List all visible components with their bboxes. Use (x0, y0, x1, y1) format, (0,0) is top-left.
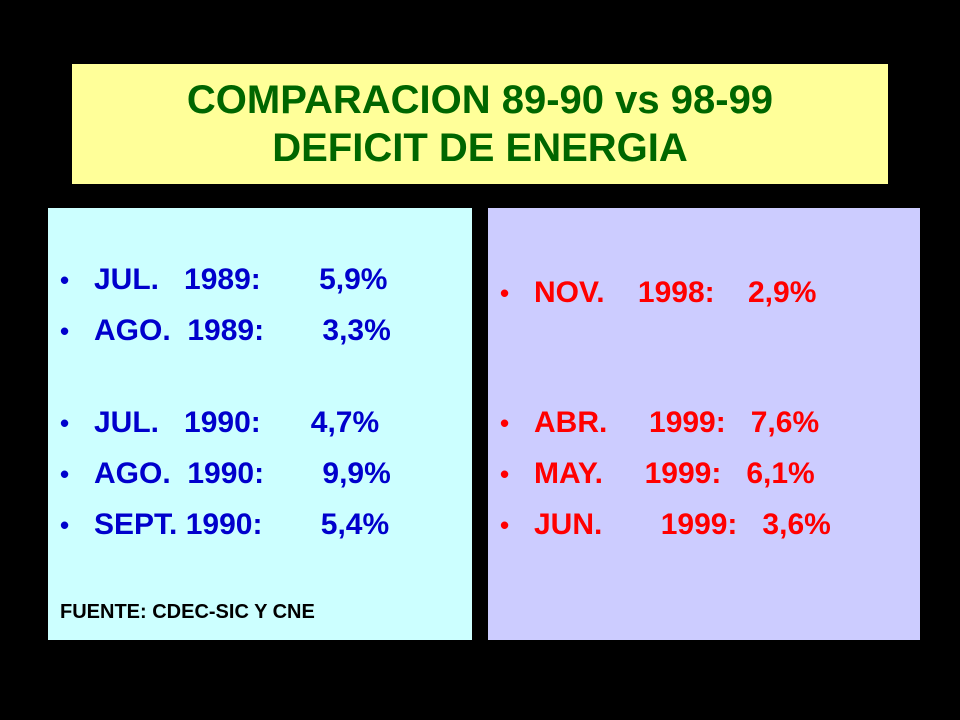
left-panel-1989-1990: • JUL. 1989: 5,9% • AGO. 1989: 3,3% • JU… (48, 208, 472, 640)
list-item: • AGO. 1989: 3,3% (60, 309, 472, 353)
list-item-text: ABR. 1999: 7,6% (534, 406, 820, 439)
list-item: • NOV. 1998: 2,9% (500, 271, 920, 315)
list-item-text: JUN. 1999: 3,6% (534, 508, 831, 541)
list-item: • JUN. 1999: 3,6% (500, 503, 920, 547)
list-item: • JUL. 1989: 5,9% (60, 258, 472, 302)
list-item-text: AGO. 1990: 9,9% (94, 457, 391, 490)
bullet-icon: • (60, 316, 70, 346)
bullet-icon: • (60, 459, 70, 489)
list-item-text: MAY. 1999: 6,1% (534, 457, 815, 490)
title-line-1: COMPARACION 89-90 vs 98-99 (186, 78, 774, 122)
list-item: • JUL. 1990: 4,7% (60, 401, 472, 445)
list-item-text: JUL. 1990: 4,7% (94, 406, 380, 439)
bullet-icon: • (500, 408, 510, 438)
source-note: FUENTE: CDEC-SIC Y CNE (60, 601, 315, 623)
list-item: • SEPT. 1990: 5,4% (60, 503, 472, 547)
list-item-text: SEPT. 1990: 5,4% (94, 508, 390, 541)
bullet-icon: • (60, 510, 70, 540)
list-item: • ABR. 1999: 7,6% (500, 401, 920, 445)
slide-title: COMPARACION 89-90 vs 98-99 DEFICIT DE EN… (72, 64, 888, 184)
bullet-icon: • (60, 408, 70, 438)
title-line-2: DEFICIT DE ENERGIA (272, 126, 688, 170)
bullet-icon: • (500, 459, 510, 489)
list-item-text: JUL. 1989: 5,9% (94, 263, 388, 296)
bullet-icon: • (500, 278, 510, 308)
list-item-text: AGO. 1989: 3,3% (94, 314, 391, 347)
bullet-icon: • (500, 510, 510, 540)
list-item-text: NOV. 1998: 2,9% (534, 276, 817, 309)
bullet-icon: • (60, 265, 70, 295)
list-item: • MAY. 1999: 6,1% (500, 452, 920, 496)
list-item: • AGO. 1990: 9,9% (60, 452, 472, 496)
right-panel-1998-1999: • NOV. 1998: 2,9% • ABR. 1999: 7,6% • MA… (488, 208, 920, 640)
